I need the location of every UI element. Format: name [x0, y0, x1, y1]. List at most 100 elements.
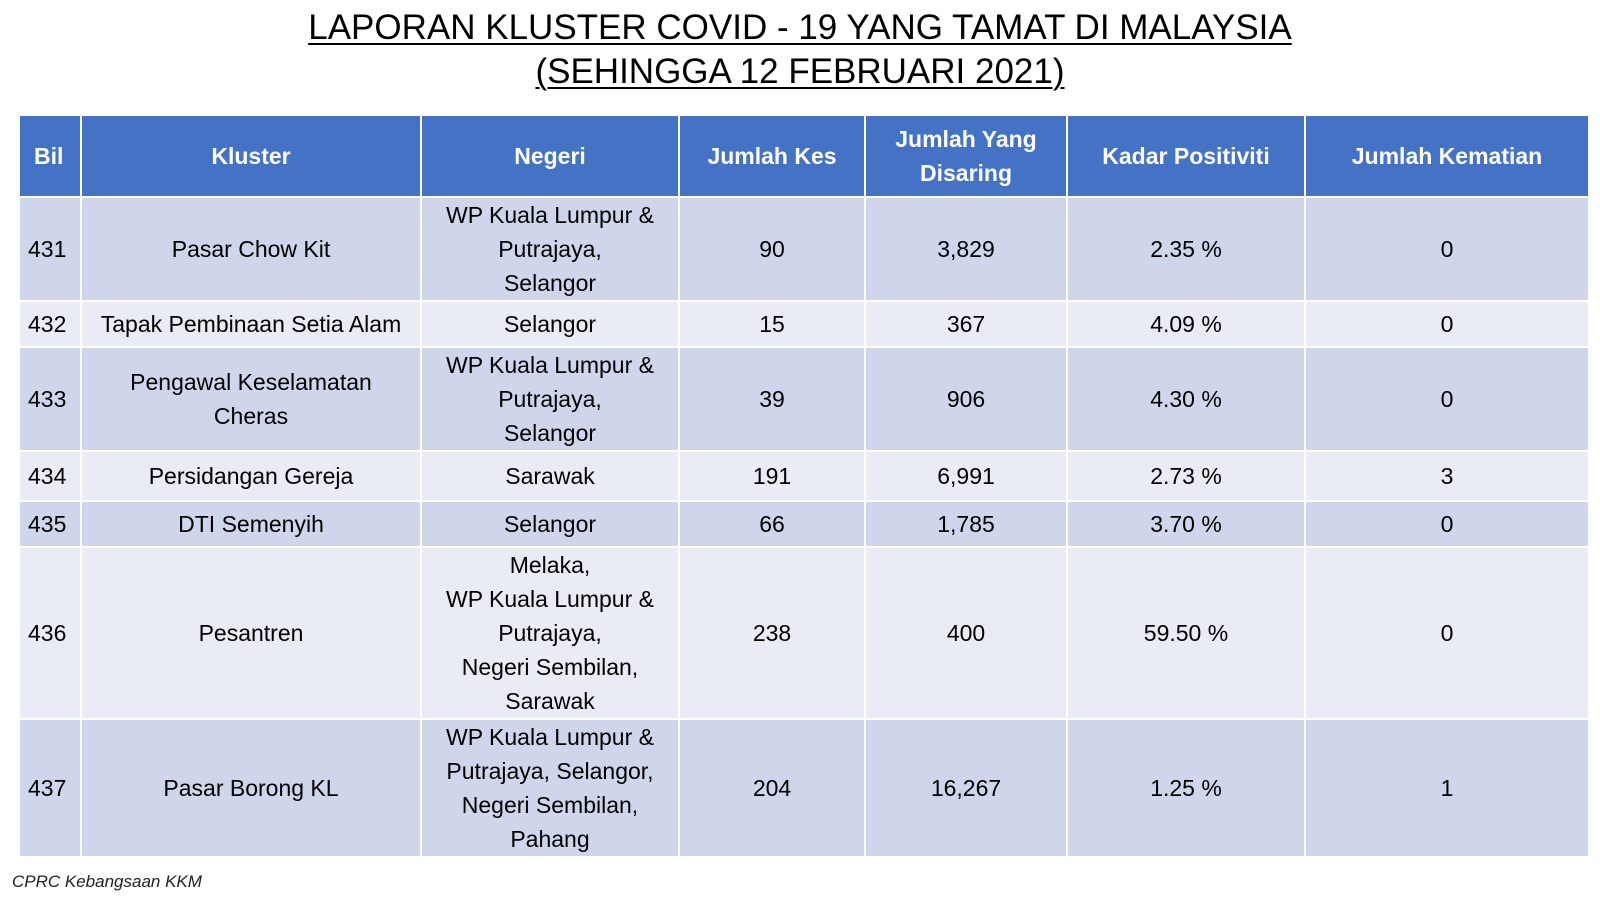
cell-jumlah-kematian: 1	[1304, 718, 1590, 858]
cell-kluster: Pengawal Keselamatan Cheras	[80, 346, 422, 452]
cell-kadar-positiviti: 2.35 %	[1066, 196, 1306, 302]
cell-negeri-line: Putrajaya,	[498, 620, 602, 646]
cell-jumlah-kes: 191	[678, 450, 866, 502]
cell-negeri: Selangor	[420, 300, 680, 348]
cell-bil: 437	[18, 718, 82, 858]
cell-negeri-line: Putrajaya,	[498, 386, 602, 412]
cell-jumlah-kes: 90	[678, 196, 866, 302]
cell-kadar-positiviti: 2.73 %	[1066, 450, 1306, 502]
cell-jumlah-kes: 66	[678, 500, 866, 548]
cell-negeri-line: Selangor	[503, 311, 597, 337]
table-row: 436 Pesantren Melaka, WP Kuala Lumpur & Putr…	[18, 546, 1590, 720]
cell-negeri: Selangor	[420, 500, 680, 548]
cluster-table: Bil Kluster Negeri Jumlah Kes Jumlah Yan…	[18, 114, 1590, 858]
cell-kadar-positiviti: 3.70 %	[1066, 500, 1306, 548]
cell-bil: 434	[18, 450, 82, 502]
cell-kluster: Tapak Pembinaan Setia Alam	[80, 300, 422, 348]
cell-negeri-line: Sarawak	[505, 463, 595, 489]
cell-kluster-line: Pasar Borong KL	[163, 775, 339, 801]
cell-negeri: WP Kuala Lumpur & Putrajaya, Selangor	[420, 196, 680, 302]
cell-negeri-line: Selangor	[503, 420, 597, 446]
table-row: 435 DTI Semenyih Selangor 66 1,785 3.70 % 0	[18, 500, 1590, 548]
table-row: 434 Persidangan Gereja Sarawak 191 6,991 2.73…	[18, 450, 1590, 502]
cell-jumlah-disaring: 6,991	[864, 450, 1068, 502]
cell-kluster-line: Pengawal Keselamatan	[130, 369, 372, 395]
cell-kluster-line: Persidangan Gereja	[148, 463, 354, 489]
cell-kluster-line: Cheras	[213, 403, 289, 429]
cell-kluster: DTI Semenyih	[80, 500, 422, 548]
cell-jumlah-disaring: 400	[864, 546, 1068, 720]
cell-negeri-line: Negeri Sembilan,	[461, 654, 639, 680]
cell-negeri-line: Melaka,	[509, 552, 591, 578]
cell-jumlah-kematian: 3	[1304, 450, 1590, 502]
cell-jumlah-disaring: 906	[864, 346, 1068, 452]
cell-kluster: Pasar Chow Kit	[80, 196, 422, 302]
header-negeri: Negeri	[420, 114, 680, 198]
cell-kluster: Pasar Borong KL	[80, 718, 422, 858]
header-bil: Bil	[18, 114, 82, 198]
header-row: Bil Kluster Negeri Jumlah Kes Jumlah Yan…	[18, 114, 1590, 198]
title-line-1-text: LAPORAN KLUSTER COVID - 19 YANG TAMAT DI…	[308, 8, 1292, 47]
table-row: 437 Pasar Borong KL WP Kuala Lumpur & Putra…	[18, 718, 1590, 858]
cell-kadar-positiviti: 1.25 %	[1066, 718, 1306, 858]
cell-kadar-positiviti: 4.09 %	[1066, 300, 1306, 348]
cell-kluster-line: Tapak Pembinaan Setia Alam	[100, 311, 402, 337]
table-body: 431 Pasar Chow Kit WP Kuala Lumpur & Putraj…	[18, 196, 1590, 858]
header-kadar-positiviti: Kadar Positiviti	[1066, 114, 1306, 198]
source-note: CPRC Kebangsaan KKM	[12, 872, 202, 891]
title-line-2: (SEHINGGA 12 FEBRUARI 2021)	[0, 50, 1600, 94]
cell-bil: 431	[18, 196, 82, 302]
cell-negeri-line: Selangor	[503, 511, 597, 537]
title-line-1: LAPORAN KLUSTER COVID - 19 YANG TAMAT DI…	[0, 6, 1600, 50]
cell-bil: 433	[18, 346, 82, 452]
header-jumlah-kematian: Jumlah Kematian	[1304, 114, 1590, 198]
cell-negeri: WP Kuala Lumpur & Putrajaya, Selangor, Neg…	[420, 718, 680, 858]
cell-kadar-positiviti: 59.50 %	[1066, 546, 1306, 720]
cell-negeri-line: WP Kuala Lumpur &	[446, 724, 654, 750]
cell-jumlah-kematian: 0	[1304, 196, 1590, 302]
cell-jumlah-disaring: 16,267	[864, 718, 1068, 858]
table-row: 433 Pengawal Keselamatan Cheras WP Kuala Lu…	[18, 346, 1590, 452]
cell-negeri-line: WP Kuala Lumpur &	[446, 352, 654, 378]
cell-negeri-line: Sarawak	[505, 688, 595, 714]
cell-negeri-line: WP Kuala Lumpur &	[446, 586, 654, 612]
header-jumlah-disaring-line-1: Jumlah Yang	[895, 126, 1037, 152]
table-row: 432 Tapak Pembinaan Setia Alam Selangor 15 3…	[18, 300, 1590, 348]
cell-negeri-line: Putrajaya,	[498, 236, 602, 262]
cluster-table-container: Bil Kluster Negeri Jumlah Kes Jumlah Yan…	[18, 114, 1590, 858]
cell-negeri-line: WP Kuala Lumpur &	[446, 202, 654, 228]
cell-kluster-line: DTI Semenyih	[178, 511, 324, 537]
cell-jumlah-kes: 39	[678, 346, 866, 452]
cell-jumlah-kematian: 0	[1304, 500, 1590, 548]
cell-jumlah-kes: 15	[678, 300, 866, 348]
cell-negeri-line: Negeri Sembilan,	[461, 792, 639, 818]
header-jumlah-disaring-line-2: Disaring	[919, 160, 1013, 186]
cell-jumlah-disaring: 3,829	[864, 196, 1068, 302]
cell-bil: 436	[18, 546, 82, 720]
cell-negeri: Sarawak	[420, 450, 680, 502]
cell-bil: 432	[18, 300, 82, 348]
cell-kluster-line: Pesantren	[198, 620, 304, 646]
cell-kluster: Pesantren	[80, 546, 422, 720]
cell-bil: 435	[18, 500, 82, 548]
header-jumlah-kes: Jumlah Kes	[678, 114, 866, 198]
cell-jumlah-kematian: 0	[1304, 346, 1590, 452]
cell-jumlah-disaring: 367	[864, 300, 1068, 348]
table-header: Bil Kluster Negeri Jumlah Kes Jumlah Yan…	[18, 114, 1590, 198]
cell-kluster-line: Pasar Chow Kit	[171, 236, 331, 262]
cell-jumlah-kes: 204	[678, 718, 866, 858]
title-line-2-text: (SEHINGGA 12 FEBRUARI 2021)	[535, 52, 1065, 91]
cell-negeri: Melaka, WP Kuala Lumpur & Putrajaya, Negeri…	[420, 546, 680, 720]
header-jumlah-disaring: Jumlah Yang Disaring	[864, 114, 1068, 198]
cell-kluster: Persidangan Gereja	[80, 450, 422, 502]
cell-jumlah-kematian: 0	[1304, 546, 1590, 720]
cell-negeri-line: Pahang	[510, 826, 590, 852]
header-kluster: Kluster	[80, 114, 422, 198]
table-row: 431 Pasar Chow Kit WP Kuala Lumpur & Putraj…	[18, 196, 1590, 302]
cell-kadar-positiviti: 4.30 %	[1066, 346, 1306, 452]
cell-jumlah-disaring: 1,785	[864, 500, 1068, 548]
cell-negeri: WP Kuala Lumpur & Putrajaya, Selangor	[420, 346, 680, 452]
report-title: LAPORAN KLUSTER COVID - 19 YANG TAMAT DI…	[0, 6, 1600, 94]
cell-negeri-line: Selangor	[503, 270, 597, 296]
cell-jumlah-kes: 238	[678, 546, 866, 720]
